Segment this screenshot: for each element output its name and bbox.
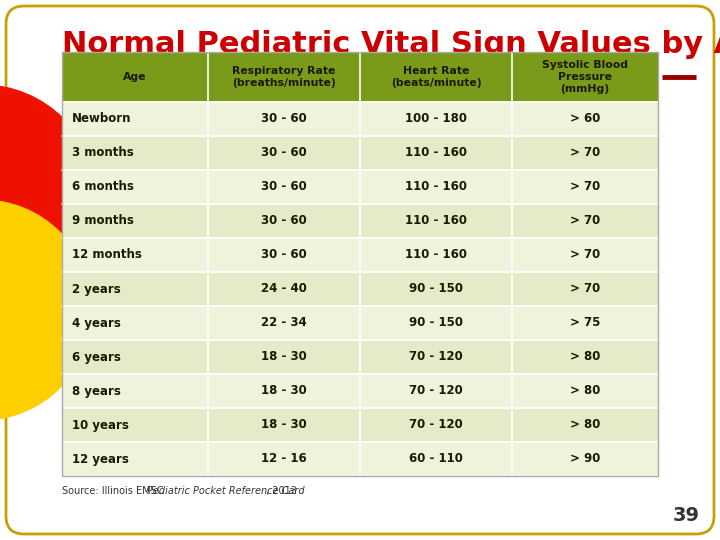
- Text: 9 months: 9 months: [72, 214, 134, 227]
- Text: 4 years: 4 years: [72, 316, 121, 329]
- Circle shape: [0, 200, 92, 420]
- FancyBboxPatch shape: [62, 340, 658, 374]
- Text: 110 - 160: 110 - 160: [405, 146, 467, 159]
- FancyBboxPatch shape: [62, 52, 658, 102]
- Text: Source: Illinois EMSC: Source: Illinois EMSC: [62, 486, 166, 496]
- Text: 70 - 120: 70 - 120: [409, 384, 463, 397]
- Text: 12 - 16: 12 - 16: [261, 453, 307, 465]
- Text: > 90: > 90: [570, 453, 600, 465]
- Text: > 60: > 60: [570, 112, 600, 125]
- FancyBboxPatch shape: [62, 306, 658, 340]
- Text: Heart Rate
(beats/minute): Heart Rate (beats/minute): [391, 66, 481, 88]
- Text: 12 months: 12 months: [72, 248, 142, 261]
- Text: 39: 39: [673, 506, 700, 525]
- Text: 70 - 120: 70 - 120: [409, 418, 463, 431]
- Text: 90 - 150: 90 - 150: [409, 316, 463, 329]
- Text: > 80: > 80: [570, 384, 600, 397]
- Text: 30 - 60: 30 - 60: [261, 180, 307, 193]
- FancyBboxPatch shape: [62, 272, 658, 306]
- Text: 30 - 60: 30 - 60: [261, 214, 307, 227]
- Text: > 80: > 80: [570, 418, 600, 431]
- FancyBboxPatch shape: [62, 204, 658, 238]
- FancyBboxPatch shape: [62, 408, 658, 442]
- Text: 30 - 60: 30 - 60: [261, 112, 307, 125]
- FancyBboxPatch shape: [62, 442, 658, 476]
- Text: 90 - 150: 90 - 150: [409, 282, 463, 295]
- Text: 18 - 30: 18 - 30: [261, 418, 307, 431]
- Text: Respiratory Rate
(breaths/minute): Respiratory Rate (breaths/minute): [232, 66, 336, 88]
- Text: 12 years: 12 years: [72, 453, 129, 465]
- Text: 10 years: 10 years: [72, 418, 129, 431]
- Text: Systolic Blood
Pressure
(mmHg): Systolic Blood Pressure (mmHg): [542, 60, 628, 94]
- Text: 110 - 160: 110 - 160: [405, 214, 467, 227]
- Text: 110 - 160: 110 - 160: [405, 248, 467, 261]
- FancyBboxPatch shape: [62, 374, 658, 408]
- Text: 18 - 30: 18 - 30: [261, 384, 307, 397]
- FancyBboxPatch shape: [6, 6, 714, 534]
- Circle shape: [0, 85, 97, 315]
- Text: 24 - 40: 24 - 40: [261, 282, 307, 295]
- Text: , 2013: , 2013: [266, 486, 297, 496]
- Text: 6 months: 6 months: [72, 180, 134, 193]
- Text: 6 years: 6 years: [72, 350, 121, 363]
- Text: > 70: > 70: [570, 248, 600, 261]
- Text: 8 years: 8 years: [72, 384, 121, 397]
- Text: 100 - 180: 100 - 180: [405, 112, 467, 125]
- FancyBboxPatch shape: [62, 102, 658, 136]
- Text: > 70: > 70: [570, 214, 600, 227]
- Text: 70 - 120: 70 - 120: [409, 350, 463, 363]
- Text: 22 - 34: 22 - 34: [261, 316, 307, 329]
- FancyBboxPatch shape: [62, 170, 658, 204]
- Text: 2 years: 2 years: [72, 282, 121, 295]
- Text: 3 months: 3 months: [72, 146, 134, 159]
- Text: 30 - 60: 30 - 60: [261, 248, 307, 261]
- Text: > 75: > 75: [570, 316, 600, 329]
- Text: 60 - 110: 60 - 110: [409, 453, 463, 465]
- FancyBboxPatch shape: [62, 238, 658, 272]
- FancyBboxPatch shape: [62, 136, 658, 170]
- Text: > 80: > 80: [570, 350, 600, 363]
- Text: > 70: > 70: [570, 180, 600, 193]
- Text: 30 - 60: 30 - 60: [261, 146, 307, 159]
- Text: Pediatric Pocket Reference Card: Pediatric Pocket Reference Card: [147, 486, 305, 496]
- Text: Normal Pediatric Vital Sign Values by Age: Normal Pediatric Vital Sign Values by Ag…: [62, 30, 720, 59]
- Text: Newborn: Newborn: [72, 112, 132, 125]
- Text: 18 - 30: 18 - 30: [261, 350, 307, 363]
- Text: Age: Age: [123, 72, 147, 82]
- Text: > 70: > 70: [570, 146, 600, 159]
- Text: > 70: > 70: [570, 282, 600, 295]
- Text: 110 - 160: 110 - 160: [405, 180, 467, 193]
